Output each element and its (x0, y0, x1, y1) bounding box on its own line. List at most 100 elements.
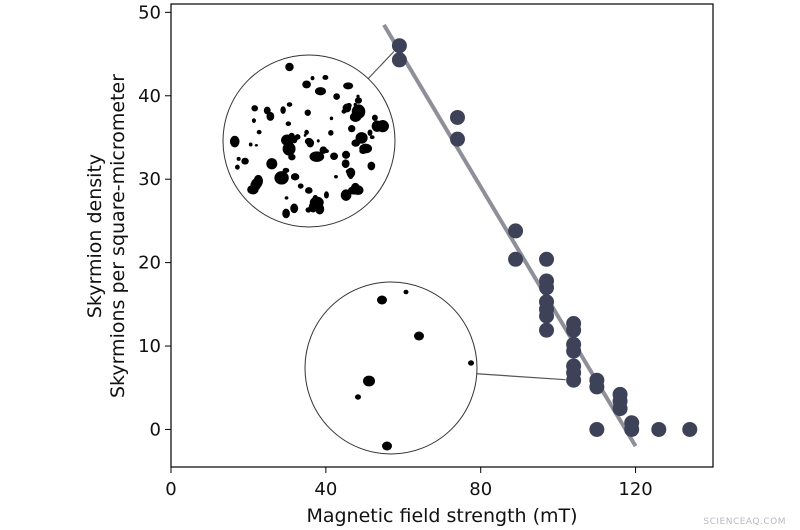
skyrmion-blob (305, 187, 313, 194)
y-tick-label: 30 (138, 169, 161, 190)
inset-leader-line (367, 51, 395, 80)
skyrmion-blob (354, 97, 363, 104)
skyrmion-blob (286, 102, 293, 107)
skyrmion-blob (284, 196, 289, 200)
data-point (449, 131, 465, 147)
skyrmion-blob (251, 118, 256, 124)
y-axis-title-line2: Skyrmions per square-micrometer (107, 74, 129, 398)
data-point (651, 421, 667, 437)
watermark: SCIENCEAQ.COM (703, 517, 786, 527)
y-axis-title-line1: Skyrmion density (84, 154, 106, 318)
skyrmion-blob (349, 112, 362, 122)
skyrmion-blob (285, 121, 292, 127)
data-point (566, 372, 582, 388)
skyrmion-blob (310, 75, 315, 81)
skyrmion-blob (414, 331, 424, 341)
data-point (589, 421, 605, 437)
x-tick-label: 40 (314, 479, 337, 500)
data-point (589, 379, 605, 395)
y-tick-label: 10 (138, 336, 161, 357)
skyrmion-blob (359, 147, 367, 154)
inset-leader-line (476, 373, 566, 381)
skyrmion-blob (290, 173, 300, 181)
skyrmion-blob (297, 183, 304, 189)
skyrmion-blob (266, 111, 275, 121)
skyrmion-blob (302, 80, 311, 89)
data-point (449, 109, 465, 125)
y-tick-label: 0 (150, 419, 161, 440)
skyrmion-blob (342, 150, 351, 159)
skyrmion-blob (343, 82, 354, 90)
y-tick-label: 20 (138, 253, 161, 274)
skyrmion-blob (280, 106, 286, 114)
skyrmion-blob (290, 203, 299, 214)
data-point (624, 421, 640, 437)
skyrmion-blob (309, 151, 325, 162)
skyrmion-blob (347, 186, 359, 195)
skyrmion-blob (254, 184, 261, 190)
data-point (508, 251, 524, 267)
skyrmion-blob (324, 149, 329, 154)
x-tick-label: 0 (165, 479, 176, 500)
data-point (508, 223, 524, 239)
skyrmion-blob (363, 375, 375, 387)
skyrmion-blob (304, 109, 311, 116)
skyrmion-blob (308, 201, 318, 213)
skyrmion-blob (256, 129, 262, 135)
skyrmion-blob (353, 102, 357, 107)
skyrmion-blob (334, 174, 338, 179)
inset-high-density (222, 54, 396, 228)
skyrmion-blob (315, 203, 325, 215)
skyrmion-blob (341, 109, 347, 114)
inset-low-density (304, 281, 478, 455)
data-point (612, 401, 628, 417)
data-point (539, 322, 555, 338)
skyrmion-blob (367, 129, 373, 136)
skyrmion-blob (333, 93, 340, 100)
skyrmion-blob (235, 164, 240, 170)
data-point (566, 343, 582, 359)
data-point (539, 308, 555, 324)
skyrmion-blob (330, 155, 335, 159)
skyrmion-blob (254, 143, 258, 147)
skyrmion-blob (323, 191, 329, 199)
skyrmion-blob (346, 167, 356, 178)
data-point (539, 280, 555, 296)
skyrmion-blob (266, 158, 278, 170)
y-tick-label: 40 (138, 86, 161, 107)
skyrmion-blob (468, 360, 474, 366)
skyrmion-blob (371, 120, 383, 132)
skyrmion-blob (288, 132, 295, 141)
data-point (539, 251, 555, 267)
skyrmion-blob (236, 156, 241, 161)
skyrmion-blob (288, 153, 296, 161)
skyrmion-blob (328, 130, 334, 136)
y-tick-label: 50 (138, 2, 161, 23)
skyrmion-blob (367, 161, 376, 171)
x-tick-label: 120 (618, 479, 652, 500)
skyrmion-blob (316, 139, 320, 143)
skyrmion-blob (282, 208, 290, 219)
skyrmion-blob (229, 135, 240, 148)
skyrmion-blob (382, 441, 392, 451)
skyrmion-blob (314, 87, 327, 96)
skyrmion-blob (377, 295, 387, 305)
skyrmion-blob (348, 125, 356, 133)
skyrmion-blob (303, 133, 307, 137)
skyrmion-blob (282, 142, 296, 156)
skyrmion-blob (274, 171, 289, 185)
skyrmion-blob (341, 159, 350, 169)
skyrmion-blob (248, 142, 253, 147)
skyrmion-blob (241, 157, 249, 165)
skyrmion-blob (329, 116, 334, 121)
skyrmion-blob (403, 289, 409, 295)
data-point (391, 52, 407, 68)
skyrmion-blob (355, 394, 361, 400)
skyrmion-blob (355, 132, 368, 144)
skyrmion-blob (369, 135, 375, 140)
skyrmion-blob (322, 75, 329, 80)
data-point (566, 322, 582, 338)
plot-frame (170, 3, 714, 468)
skyrmion-blob (371, 114, 378, 121)
